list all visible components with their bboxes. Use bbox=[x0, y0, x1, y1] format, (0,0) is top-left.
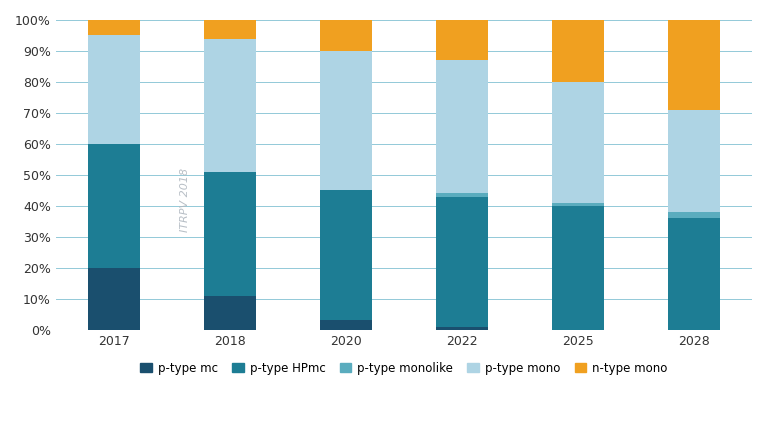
Bar bbox=[320, 320, 372, 330]
Bar bbox=[436, 20, 488, 60]
Bar bbox=[668, 110, 720, 212]
Bar bbox=[204, 295, 256, 330]
Bar bbox=[551, 203, 604, 206]
Bar bbox=[320, 51, 372, 190]
Bar bbox=[436, 60, 488, 194]
Bar bbox=[436, 327, 488, 330]
Bar bbox=[551, 206, 604, 330]
Bar bbox=[551, 20, 604, 82]
Bar bbox=[436, 194, 488, 197]
Bar bbox=[204, 20, 256, 39]
Legend: p-type mc, p-type HPmc, p-type monolike, p-type mono, n-type mono: p-type mc, p-type HPmc, p-type monolike,… bbox=[135, 357, 673, 380]
Bar bbox=[320, 20, 372, 51]
Bar bbox=[668, 20, 720, 110]
Bar bbox=[87, 144, 140, 268]
Bar bbox=[551, 82, 604, 203]
Bar bbox=[436, 197, 488, 327]
Bar bbox=[204, 172, 256, 295]
Text: ITRPV 2018: ITRPV 2018 bbox=[179, 168, 189, 232]
Bar bbox=[204, 39, 256, 172]
Bar bbox=[668, 212, 720, 218]
Bar bbox=[320, 190, 372, 320]
Bar bbox=[668, 218, 720, 330]
Bar bbox=[87, 268, 140, 330]
Bar bbox=[87, 36, 140, 144]
Bar bbox=[87, 20, 140, 36]
